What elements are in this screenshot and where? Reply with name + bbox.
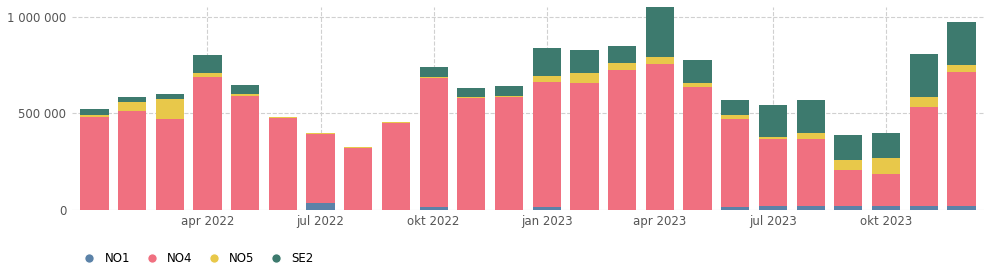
Bar — [457, 98, 486, 210]
Bar — [684, 60, 712, 83]
Bar — [80, 115, 108, 117]
Bar — [797, 133, 825, 139]
Bar — [532, 82, 561, 207]
Bar — [532, 48, 561, 76]
Bar — [834, 170, 862, 206]
Bar — [759, 137, 787, 139]
Bar — [382, 122, 410, 123]
Bar — [80, 109, 108, 115]
Bar — [797, 206, 825, 210]
Bar — [382, 123, 410, 210]
Bar — [947, 72, 975, 206]
Bar — [797, 100, 825, 133]
Bar — [344, 148, 373, 210]
Bar — [269, 117, 297, 118]
Bar — [306, 203, 335, 210]
Bar — [759, 139, 787, 206]
Bar — [834, 135, 862, 160]
Bar — [419, 207, 448, 210]
Bar — [457, 97, 486, 98]
Bar — [684, 83, 712, 87]
Bar — [118, 111, 147, 210]
Bar — [834, 160, 862, 170]
Bar — [570, 83, 599, 210]
Bar — [419, 79, 448, 207]
Bar — [872, 174, 900, 206]
Bar — [721, 119, 749, 207]
Bar — [156, 94, 184, 99]
Bar — [872, 158, 900, 174]
Bar — [570, 73, 599, 83]
Bar — [193, 73, 222, 76]
Bar — [947, 206, 975, 210]
Bar — [344, 147, 373, 148]
Bar — [608, 46, 636, 63]
Bar — [495, 97, 523, 210]
Bar — [872, 133, 900, 158]
Bar — [947, 22, 975, 65]
Bar — [608, 63, 636, 70]
Bar — [118, 102, 147, 111]
Bar — [419, 77, 448, 79]
Bar — [156, 119, 184, 210]
Bar — [193, 55, 222, 73]
Bar — [419, 68, 448, 77]
Bar — [532, 207, 561, 210]
Bar — [608, 70, 636, 210]
Bar — [646, 5, 674, 56]
Bar — [759, 206, 787, 210]
Bar — [684, 87, 712, 210]
Bar — [797, 139, 825, 206]
Bar — [646, 56, 674, 64]
Bar — [156, 99, 184, 119]
Bar — [721, 100, 749, 115]
Legend: NO1, NO4, NO5, SE2: NO1, NO4, NO5, SE2 — [77, 252, 313, 265]
Bar — [231, 94, 260, 96]
Bar — [910, 54, 937, 97]
Bar — [910, 206, 937, 210]
Bar — [532, 76, 561, 82]
Bar — [646, 64, 674, 210]
Bar — [910, 97, 937, 107]
Bar — [306, 133, 335, 203]
Bar — [231, 96, 260, 210]
Bar — [80, 117, 108, 210]
Bar — [495, 86, 523, 96]
Bar — [231, 85, 260, 94]
Bar — [118, 97, 147, 102]
Bar — [269, 118, 297, 210]
Bar — [721, 115, 749, 119]
Bar — [721, 207, 749, 210]
Bar — [872, 206, 900, 210]
Bar — [457, 87, 486, 97]
Bar — [947, 65, 975, 72]
Bar — [495, 96, 523, 97]
Bar — [193, 76, 222, 210]
Bar — [834, 206, 862, 210]
Bar — [570, 50, 599, 73]
Bar — [759, 105, 787, 137]
Bar — [910, 107, 937, 206]
